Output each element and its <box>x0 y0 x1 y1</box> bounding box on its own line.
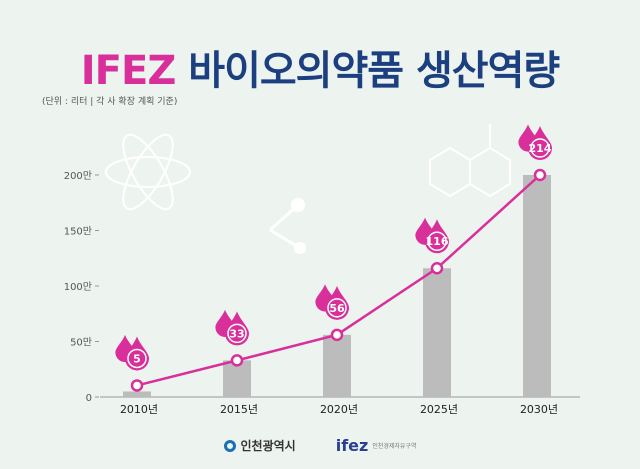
drop-icon <box>125 336 149 371</box>
y-tick-label: 0 <box>86 393 92 404</box>
x-tick-label: 2030년 <box>520 403 558 416</box>
bar-2020년 <box>323 334 351 397</box>
footer-logos: 인천광역시 ifez 인천경제자유구역 <box>0 436 640 455</box>
ifez-logo: ifez 인천경제자유구역 <box>336 436 417 455</box>
y-tick-label: 200만 <box>64 170 92 182</box>
atom-orbit-icon <box>105 156 191 188</box>
y-tick-label: 50만 <box>70 337 92 349</box>
data-label-ring <box>227 323 247 344</box>
x-tick-label: 2010년 <box>120 403 158 416</box>
data-point <box>430 261 444 275</box>
data-label-ring <box>127 348 147 369</box>
data-point <box>533 168 547 182</box>
bar-2025년 <box>423 268 451 397</box>
ifez-logo-subtext: 인천경제자유구역 <box>372 443 417 450</box>
data-label: 116 <box>426 235 449 248</box>
atom-orbit-icon <box>122 133 174 211</box>
x-tick-label: 2025년 <box>420 403 458 416</box>
incheon-logo: 인천광역시 <box>223 437 296 454</box>
title-rest: 바이오의약품 생산역량 <box>188 48 560 94</box>
data-label-ring <box>327 298 347 318</box>
data-label: 56 <box>329 302 345 315</box>
data-point <box>130 379 144 392</box>
bar-2030년 <box>523 175 551 397</box>
bar-2010년 <box>123 391 151 397</box>
data-label: 214 <box>529 142 552 155</box>
molecule-node-icon <box>294 242 306 254</box>
unit-note: (단위 : 리터 | 각 사 확장 계획 기준) <box>42 97 178 107</box>
y-tick-label: 150만 <box>64 226 92 238</box>
page-title: IFEZ 바이오의약품 생산역량 <box>0 38 640 96</box>
drop-icon <box>425 219 449 254</box>
drop-icon <box>325 285 349 320</box>
y-tick-label: 100만 <box>64 281 92 293</box>
data-label-ring <box>427 231 447 251</box>
molecule-icon <box>429 124 511 198</box>
x-tick-label: 2020년 <box>320 403 358 416</box>
x-tick-label: 2015년 <box>220 403 258 416</box>
molecule-node-icon <box>291 198 305 212</box>
data-point <box>230 354 244 367</box>
drop-icon <box>528 126 552 160</box>
data-label: 33 <box>229 327 244 340</box>
title-highlight: IFEZ <box>80 48 177 94</box>
data-point <box>330 328 344 342</box>
data-label: 5 <box>133 352 141 365</box>
data-label-ring <box>530 138 550 158</box>
drop-icon <box>225 311 249 346</box>
ifez-logo-text: ifez <box>335 436 369 455</box>
incheon-emblem-icon <box>223 439 236 452</box>
atom-orbit-icon <box>122 133 174 211</box>
incheon-logo-text: 인천광역시 <box>240 439 296 453</box>
